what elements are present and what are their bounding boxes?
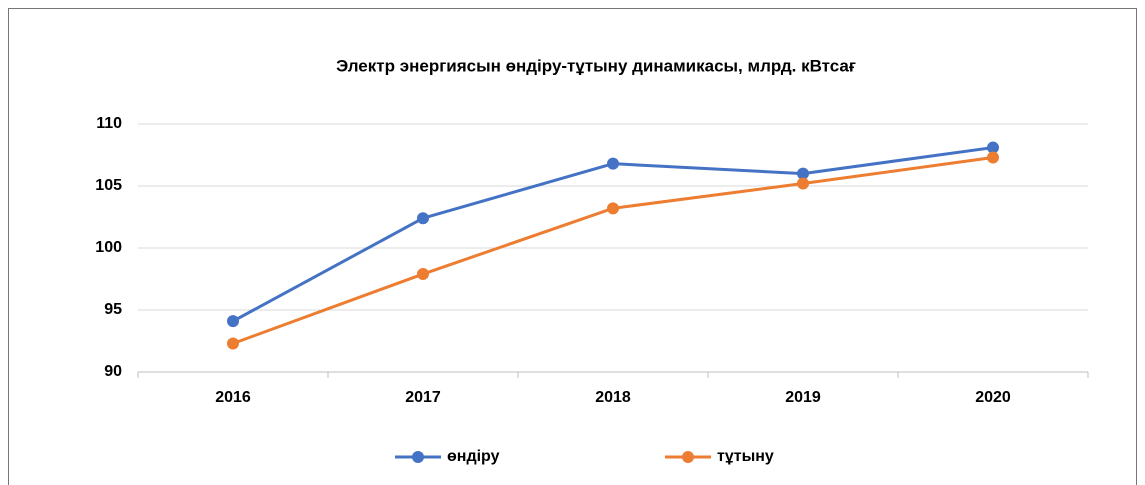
y-tick-label: 110 <box>96 115 122 132</box>
chart-title: Электр энергиясын өндіру-тұтыну динамика… <box>336 56 856 75</box>
x-tick-label: 2019 <box>785 389 821 406</box>
x-tick-label: 2018 <box>595 389 631 406</box>
data-point <box>227 337 239 350</box>
x-tick-label: 2016 <box>215 389 251 406</box>
legend-marker <box>682 451 694 463</box>
data-point <box>417 268 429 281</box>
y-tick-label: 100 <box>95 239 122 256</box>
legend-marker <box>412 451 424 463</box>
data-point <box>227 315 239 328</box>
data-point <box>797 167 809 180</box>
x-tick-label: 2017 <box>405 389 441 406</box>
y-tick-label: 90 <box>104 363 122 380</box>
data-point <box>987 141 999 154</box>
data-point <box>607 157 619 170</box>
y-tick-label: 95 <box>104 301 122 318</box>
chart-frame <box>8 8 1137 485</box>
y-tick-label: 105 <box>95 177 122 194</box>
legend-label: өндіру <box>447 448 500 465</box>
legend-label: тұтыну <box>717 448 774 465</box>
data-point <box>417 212 429 225</box>
data-point <box>797 177 809 190</box>
x-tick-label: 2020 <box>975 389 1011 406</box>
data-point <box>987 151 999 164</box>
data-point <box>607 202 619 215</box>
